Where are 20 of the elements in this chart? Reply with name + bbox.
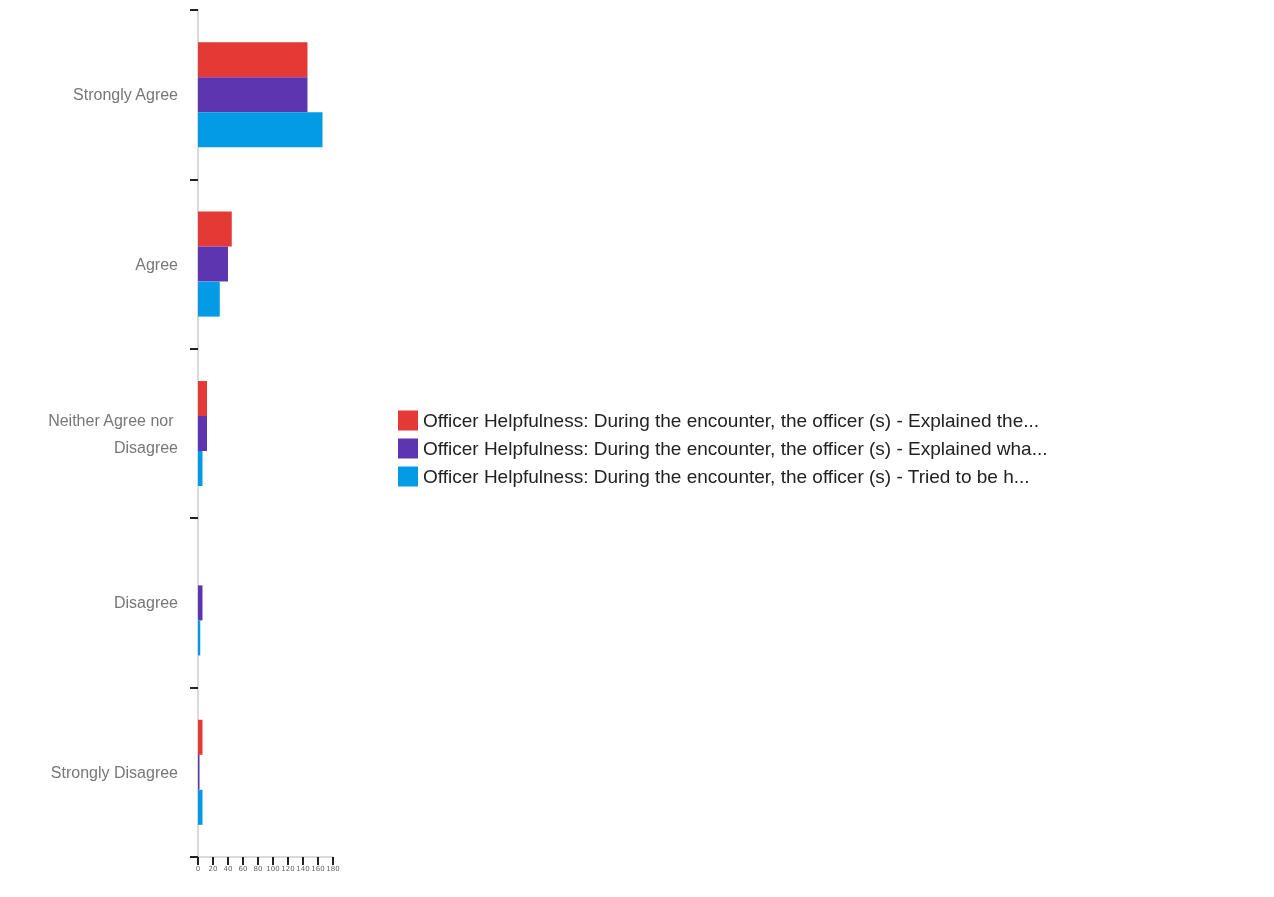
legend-label: Officer Helpfulness: During the encounter, the officer (s) - Tried to be h... (423, 466, 1030, 487)
legend-label: Officer Helpfulness: During the encounter, the officer (s) - Explained the... (423, 410, 1040, 431)
bar (198, 42, 308, 78)
y-tick-label: Neither Agree nor Disagree (48, 411, 179, 456)
bar (198, 112, 323, 148)
legend-label: Officer Helpfulness: During the encounter, the officer (s) - Explained wha... (423, 438, 1048, 459)
y-tick-label: Disagree (113, 594, 179, 612)
bar (198, 380, 207, 416)
y-tick-label: Strongly Agree (73, 86, 179, 104)
bar (198, 416, 207, 451)
bar (198, 451, 203, 487)
bar (198, 281, 220, 317)
bar (198, 719, 203, 755)
bar (198, 789, 203, 825)
bar (198, 211, 232, 247)
bar (198, 77, 308, 113)
y-tick-label: Agree (135, 255, 179, 273)
bar (198, 585, 203, 621)
y-tick-label: Strongly Disagree (50, 763, 179, 781)
bar (198, 246, 228, 282)
